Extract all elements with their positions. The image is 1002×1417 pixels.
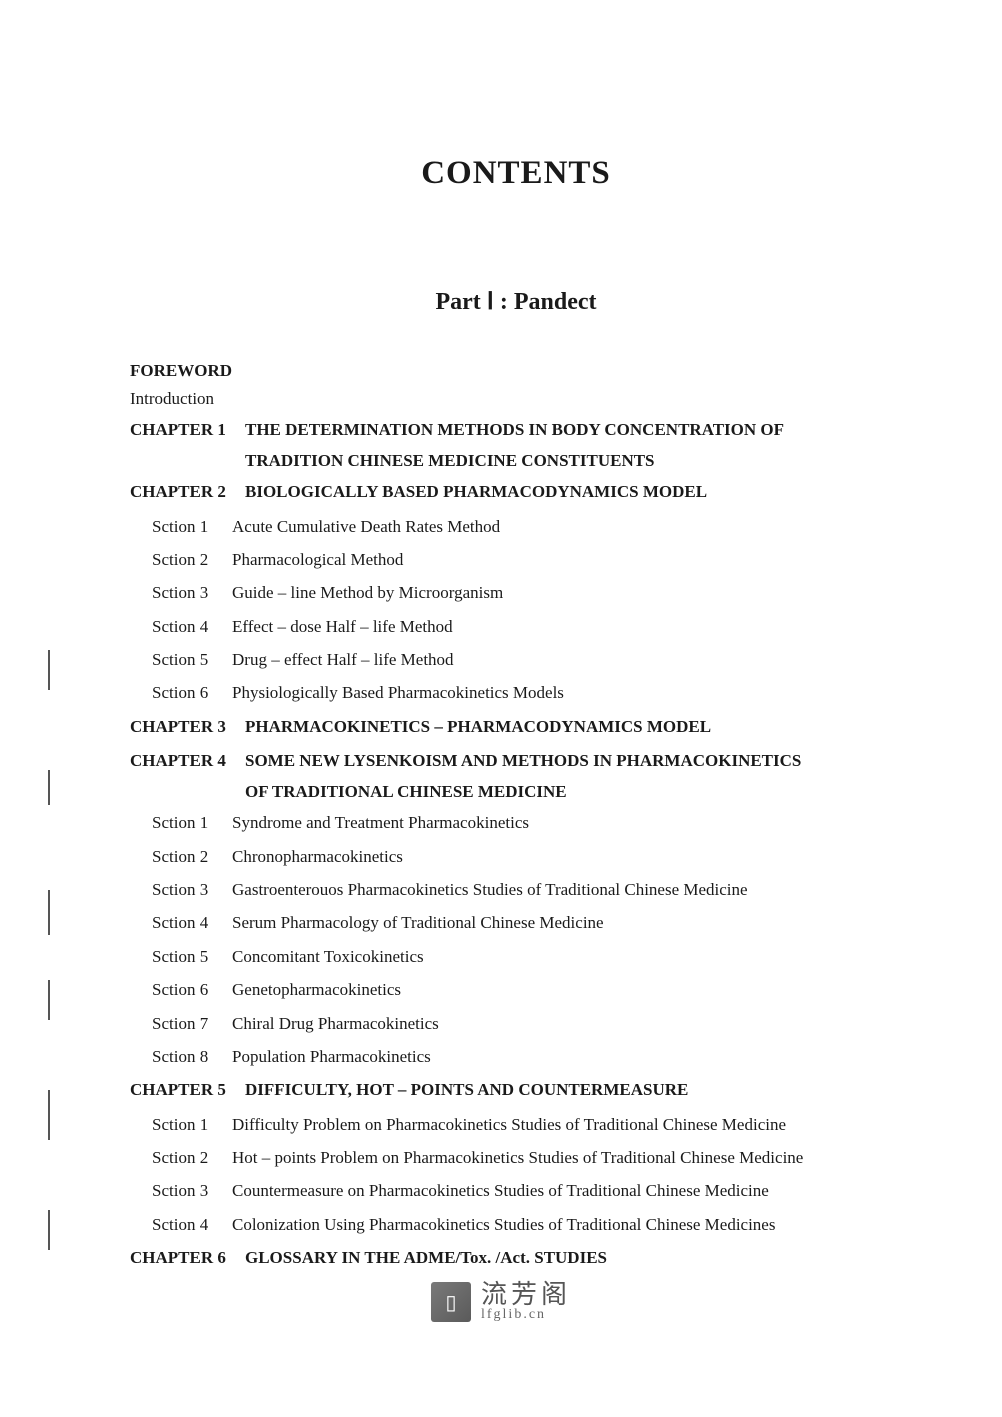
section-row: Sction 2Chronopharmacokinetics [152, 844, 902, 870]
part-title: Part Ⅰ : Pandect [130, 287, 902, 316]
chapter-title-continuation: TRADITION CHINESE MEDICINE CONSTITUENTS [245, 451, 902, 471]
watermark-url: lfglib.cn [481, 1308, 571, 1322]
section-row: Sction 2Pharmacological Method [152, 547, 902, 573]
section-row: Sction 6Genetopharmacokinetics [152, 977, 902, 1003]
section-label: Sction 6 [152, 680, 232, 706]
section-label: Sction 1 [152, 514, 232, 540]
chapter-row: CHAPTER 5DIFFICULTY, HOT – POINTS AND CO… [130, 1077, 902, 1103]
section-label: Sction 6 [152, 977, 232, 1003]
section-title: Difficulty Problem on Pharmacokinetics S… [232, 1112, 902, 1138]
section-label: Sction 4 [152, 910, 232, 936]
section-row: Sction 3Countermeasure on Pharmacokineti… [152, 1178, 902, 1204]
section-label: Sction 3 [152, 877, 232, 903]
section-row: Sction 3Guide – line Method by Microorga… [152, 580, 902, 606]
section-label: Sction 8 [152, 1044, 232, 1070]
foreword-heading: FOREWORD [130, 361, 902, 381]
section-title: Population Pharmacokinetics [232, 1044, 902, 1070]
section-title: Hot – points Problem on Pharmacokinetics… [232, 1145, 902, 1171]
watermark: ▯ 流芳阁 lfglib.cn [431, 1282, 571, 1322]
chapter-title: SOME NEW LYSENKOISM AND METHODS IN PHARM… [245, 748, 902, 774]
section-row: Sction 4Serum Pharmacology of Traditiona… [152, 910, 902, 936]
chapter-label: CHAPTER 4 [130, 748, 245, 774]
section-title: Genetopharmacokinetics [232, 977, 902, 1003]
chapter-label: CHAPTER 6 [130, 1245, 245, 1271]
section-title: Chronopharmacokinetics [232, 844, 902, 870]
section-row: Sction 1Syndrome and Treatment Pharmacok… [152, 810, 902, 836]
chapter-row: CHAPTER 6GLOSSARY IN THE ADME/Tox. /Act.… [130, 1245, 902, 1271]
chapter-title: THE DETERMINATION METHODS IN BODY CONCEN… [245, 417, 902, 443]
chapter-row: CHAPTER 1THE DETERMINATION METHODS IN BO… [130, 417, 902, 443]
chapter-label: CHAPTER 2 [130, 479, 245, 505]
section-title: Acute Cumulative Death Rates Method [232, 514, 902, 540]
chapter-title-continuation: OF TRADITIONAL CHINESE MEDICINE [245, 782, 902, 802]
chapter-title: GLOSSARY IN THE ADME/Tox. /Act. STUDIES [245, 1245, 902, 1271]
watermark-chinese: 流芳阁 [481, 1282, 571, 1308]
section-label: Sction 7 [152, 1011, 232, 1037]
section-label: Sction 4 [152, 614, 232, 640]
section-title: Syndrome and Treatment Pharmacokinetics [232, 810, 902, 836]
section-label: Sction 1 [152, 810, 232, 836]
section-title: Physiologically Based Pharmacokinetics M… [232, 680, 902, 706]
section-title: Serum Pharmacology of Traditional Chines… [232, 910, 902, 936]
section-label: Sction 2 [152, 1145, 232, 1171]
section-title: Countermeasure on Pharmacokinetics Studi… [232, 1178, 902, 1204]
section-row: Sction 5Concomitant Toxicokinetics [152, 944, 902, 970]
section-row: Sction 1Difficulty Problem on Pharmacoki… [152, 1112, 902, 1138]
watermark-text: 流芳阁 lfglib.cn [481, 1282, 571, 1322]
chapters-list: CHAPTER 1THE DETERMINATION METHODS IN BO… [130, 417, 902, 1271]
section-title: Drug – effect Half – life Method [232, 647, 902, 673]
chapter-row: CHAPTER 3PHARMACOKINETICS – PHARMACODYNA… [130, 714, 902, 740]
watermark-icon: ▯ [431, 1282, 471, 1322]
chapter-title: PHARMACOKINETICS – PHARMACODYNAMICS MODE… [245, 714, 902, 740]
section-title: Concomitant Toxicokinetics [232, 944, 902, 970]
chapter-title: BIOLOGICALLY BASED PHARMACODYNAMICS MODE… [245, 479, 902, 505]
section-title: Guide – line Method by Microorganism [232, 580, 902, 606]
chapter-label: CHAPTER 1 [130, 417, 245, 443]
contents-title: CONTENTS [130, 155, 902, 192]
section-title: Colonization Using Pharmacokinetics Stud… [232, 1212, 902, 1238]
section-row: Sction 2Hot – points Problem on Pharmaco… [152, 1145, 902, 1171]
section-row: Sction 8Population Pharmacokinetics [152, 1044, 902, 1070]
section-label: Sction 2 [152, 844, 232, 870]
contents-page: CONTENTS Part Ⅰ : Pandect FOREWORD Intro… [0, 0, 1002, 1319]
introduction-heading: Introduction [130, 389, 902, 409]
section-label: Sction 3 [152, 1178, 232, 1204]
section-title: Chiral Drug Pharmacokinetics [232, 1011, 902, 1037]
chapter-title: DIFFICULTY, HOT – POINTS AND COUNTERMEAS… [245, 1077, 902, 1103]
section-label: Sction 4 [152, 1212, 232, 1238]
section-row: Sction 3Gastroenterouos Pharmacokinetics… [152, 877, 902, 903]
section-label: Sction 1 [152, 1112, 232, 1138]
section-title: Gastroenterouos Pharmacokinetics Studies… [232, 877, 902, 903]
section-row: Sction 4Effect – dose Half – life Method [152, 614, 902, 640]
section-row: Sction 6Physiologically Based Pharmacoki… [152, 680, 902, 706]
chapter-label: CHAPTER 5 [130, 1077, 245, 1103]
section-title: Effect – dose Half – life Method [232, 614, 902, 640]
section-label: Sction 2 [152, 547, 232, 573]
section-row: Sction 1Acute Cumulative Death Rates Met… [152, 514, 902, 540]
section-row: Sction 5Drug – effect Half – life Method [152, 647, 902, 673]
chapter-row: CHAPTER 4SOME NEW LYSENKOISM AND METHODS… [130, 748, 902, 774]
section-row: Sction 4Colonization Using Pharmacokinet… [152, 1212, 902, 1238]
section-label: Sction 3 [152, 580, 232, 606]
chapter-label: CHAPTER 3 [130, 714, 245, 740]
section-row: Sction 7Chiral Drug Pharmacokinetics [152, 1011, 902, 1037]
section-label: Sction 5 [152, 647, 232, 673]
section-label: Sction 5 [152, 944, 232, 970]
section-title: Pharmacological Method [232, 547, 902, 573]
chapter-row: CHAPTER 2BIOLOGICALLY BASED PHARMACODYNA… [130, 479, 902, 505]
